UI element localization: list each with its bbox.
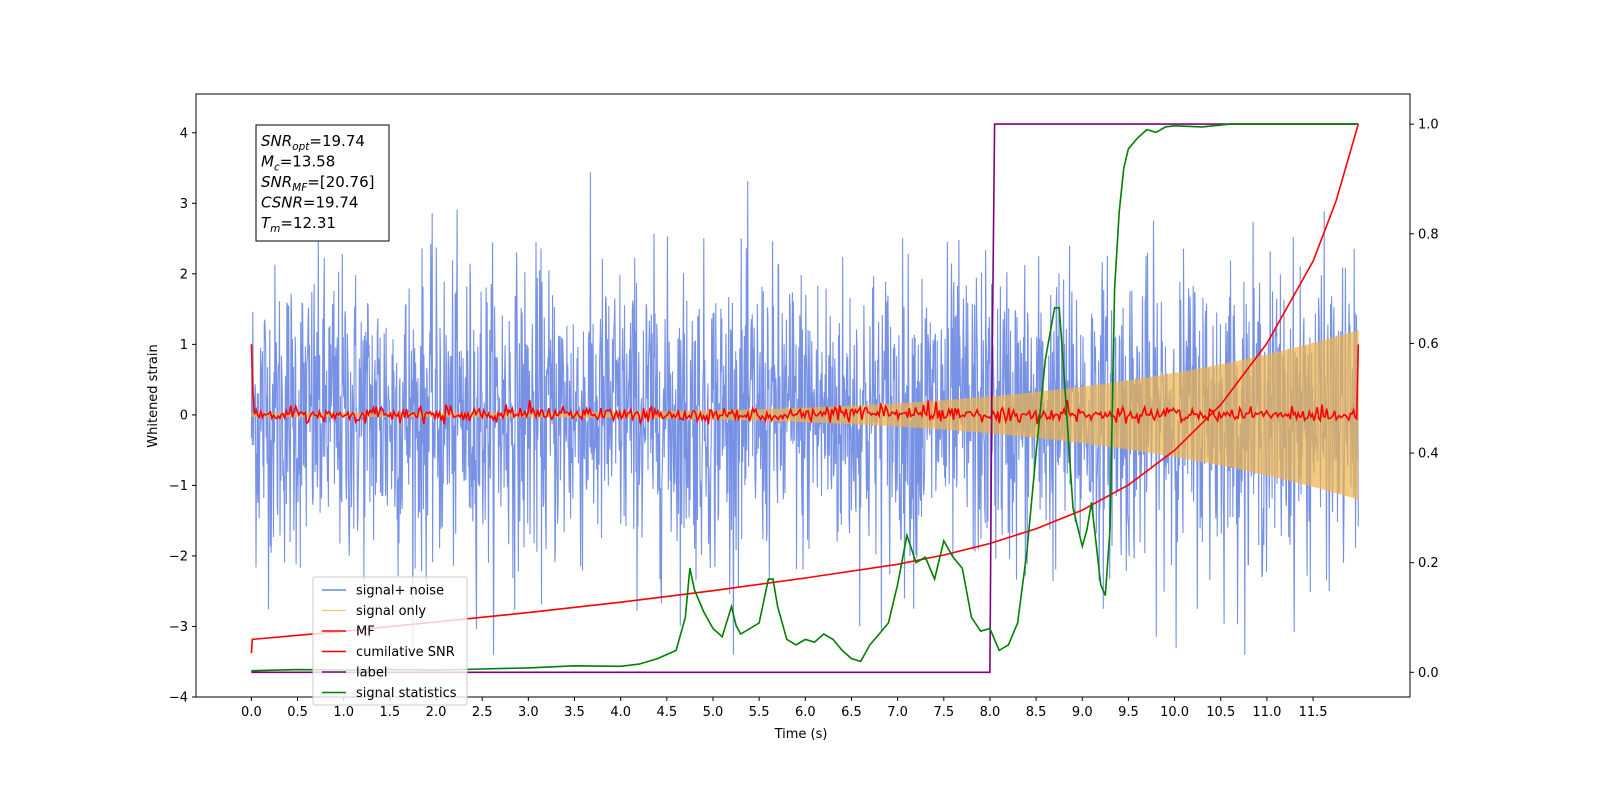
info-symbol: SNR — [261, 173, 292, 191]
x-tick-label: 7.5 — [933, 705, 954, 720]
legend-label: signal only — [356, 604, 426, 619]
series-mf-line — [250, 344, 1360, 426]
info-value: =19.74 — [303, 194, 359, 212]
y-axis-right: 0.0 0.2 0.4 0.6 0.8 1.0 — [1410, 118, 1439, 681]
y-left-tick-label: 3 — [180, 197, 188, 212]
plot-frame — [195, 93, 1411, 698]
x-tick-label: 3.5 — [564, 705, 585, 720]
y-left-tick-label: −3 — [169, 620, 188, 635]
y-right-tick-label: 0.8 — [1418, 227, 1439, 242]
x-tick-label: 5.0 — [703, 705, 724, 720]
legend-label: cumilative SNR — [356, 645, 455, 660]
info-value: =12.31 — [280, 214, 336, 232]
info-subscript: m — [270, 223, 280, 235]
legend-label: signal statistics — [356, 686, 457, 701]
x-tick-label: 3.0 — [518, 705, 539, 720]
x-tick-label: 11.0 — [1252, 705, 1281, 720]
x-tick-label: 7.0 — [887, 705, 908, 720]
info-symbol: SNR — [261, 132, 292, 150]
x-tick-label: 4.5 — [656, 705, 677, 720]
x-tick-label: 5.5 — [749, 705, 770, 720]
info-symbol: T — [261, 214, 272, 232]
y-right-tick-label: 1.0 — [1418, 118, 1439, 133]
info-value: =19.74 — [309, 132, 365, 150]
info-symbol: M — [261, 153, 274, 171]
x-tick-label: 10.0 — [1160, 705, 1189, 720]
y-left-tick-label: 1 — [180, 338, 188, 353]
y-left-tick-label: 2 — [180, 267, 188, 282]
y-left-tick-label: −2 — [169, 549, 188, 564]
legend-label: label — [356, 666, 387, 681]
info-symbol: CSNR — [261, 194, 303, 212]
info-box: SNRopt=19.74Mc=13.58SNRMF=[20.76]CSNR=19… — [255, 124, 390, 242]
x-tick-label: 4.0 — [610, 705, 631, 720]
x-tick-label: 0.0 — [241, 705, 262, 720]
x-tick-label: 2.5 — [472, 705, 493, 720]
noise-series-layer — [250, 172, 1359, 655]
legend-label: MF — [356, 625, 375, 640]
x-axis: 0.0 0.5 1.0 1.5 2.0 2.5 3.0 3.5 4.0 4.5 5.0 5.5 6.0 6… — [241, 697, 1328, 720]
series-signal-noise-line — [250, 172, 1359, 655]
series-signal-statistics-line — [251, 123, 1359, 672]
y-right-tick-label: 0.2 — [1418, 556, 1439, 571]
x-axis-label: Time (s) — [774, 727, 828, 742]
info-box-line: SNRopt=19.74 — [261, 132, 365, 153]
x-tick-label: 1.0 — [333, 705, 354, 720]
y-axis-left-label: Whitened strain — [146, 344, 161, 447]
x-tick-label: 10.5 — [1206, 705, 1235, 720]
x-tick-label: 9.5 — [1118, 705, 1139, 720]
y-left-tick-label: 0 — [180, 408, 188, 423]
y-left-tick-label: −1 — [169, 479, 188, 494]
legend: signal+ noise signal only MF cumilative SNR… — [312, 576, 468, 706]
x-tick-label: 0.5 — [287, 705, 308, 720]
x-tick-label: 6.5 — [841, 705, 862, 720]
legend-frame — [312, 576, 468, 706]
y-axis-left: −4 −3 −2 −1 0 1 2 3 4 — [169, 126, 196, 706]
info-box-line: CSNR=19.74 — [261, 194, 358, 212]
x-tick-label: 6.0 — [795, 705, 816, 720]
x-tick-label: 8.0 — [980, 705, 1001, 720]
x-tick-label: 11.5 — [1299, 705, 1328, 720]
info-box-line: Mc=13.58 — [261, 153, 335, 174]
series-label-line — [251, 123, 1359, 674]
info-subscript: c — [274, 162, 280, 174]
y-left-tick-label: −4 — [169, 691, 188, 706]
x-tick-label: 8.5 — [1026, 705, 1047, 720]
info-value: =13.58 — [280, 153, 336, 171]
y-right-tick-label: 0.0 — [1418, 666, 1439, 681]
x-tick-label: 1.5 — [380, 705, 401, 720]
info-value: =[20.76] — [307, 173, 374, 191]
info-subscript: MF — [292, 182, 308, 194]
y-right-tick-label: 0.6 — [1418, 337, 1439, 352]
legend-label: signal+ noise — [356, 584, 444, 599]
info-box-frame — [255, 124, 390, 242]
info-box-line: SNRMF=[20.76] — [261, 173, 375, 194]
y-left-tick-label: 4 — [180, 126, 188, 141]
x-tick-label: 2.0 — [426, 705, 447, 720]
y-right-tick-label: 0.4 — [1418, 447, 1439, 462]
info-subscript: opt — [292, 141, 310, 153]
info-box-line: Tm=12.31 — [261, 214, 336, 235]
x-tick-label: 9.0 — [1072, 705, 1093, 720]
